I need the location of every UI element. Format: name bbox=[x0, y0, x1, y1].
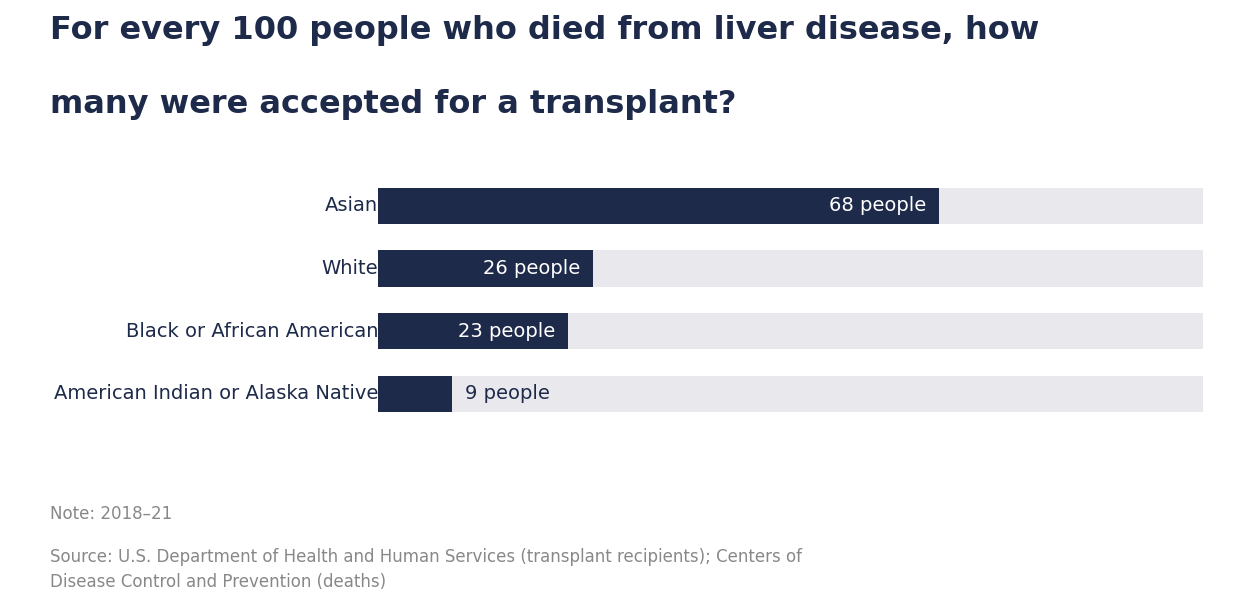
Bar bbox=[378, 313, 1203, 349]
Text: 26 people: 26 people bbox=[482, 259, 580, 278]
Text: Source: U.S. Department of Health and Human Services (transplant recipients); Ce: Source: U.S. Department of Health and Hu… bbox=[50, 548, 801, 591]
Bar bbox=[378, 313, 568, 349]
Bar bbox=[378, 188, 939, 224]
Bar bbox=[378, 376, 453, 412]
Text: For every 100 people who died from liver disease, how: For every 100 people who died from liver… bbox=[50, 15, 1039, 47]
Text: American Indian or Alaska Native: American Indian or Alaska Native bbox=[53, 384, 378, 403]
Bar bbox=[378, 250, 593, 286]
Text: Asian: Asian bbox=[325, 196, 378, 215]
Bar bbox=[378, 250, 1203, 286]
Text: White: White bbox=[321, 259, 378, 278]
Text: Black or African American: Black or African American bbox=[125, 322, 378, 341]
Text: 9 people: 9 people bbox=[465, 384, 549, 403]
Text: Note: 2018–21: Note: 2018–21 bbox=[50, 505, 172, 523]
Text: 68 people: 68 people bbox=[830, 196, 926, 215]
Bar bbox=[378, 376, 1203, 412]
Text: many were accepted for a transplant?: many were accepted for a transplant? bbox=[50, 89, 737, 120]
Text: 23 people: 23 people bbox=[459, 322, 556, 341]
Bar bbox=[378, 188, 1203, 224]
